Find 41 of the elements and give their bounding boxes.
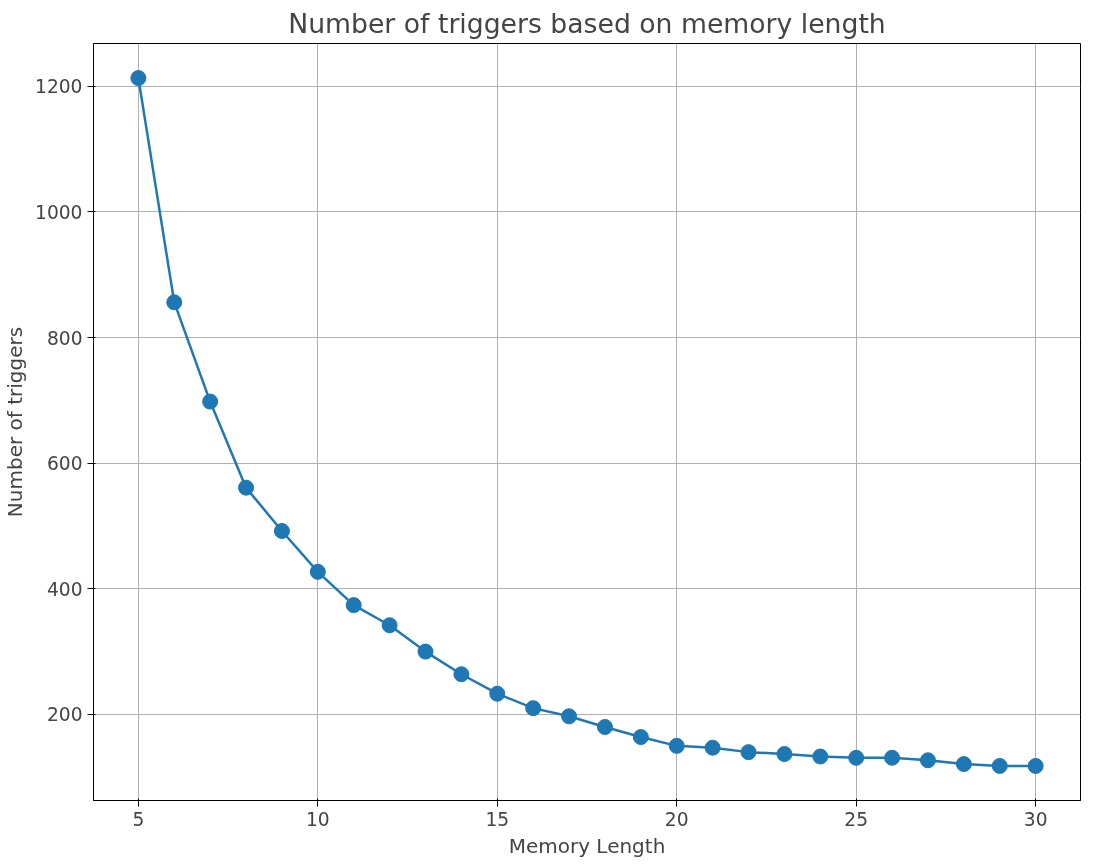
point bbox=[381, 617, 398, 634]
y-tick-label: 1000 bbox=[35, 201, 83, 223]
point bbox=[1027, 757, 1044, 774]
point bbox=[776, 746, 793, 762]
point bbox=[668, 737, 685, 754]
point bbox=[991, 757, 1008, 774]
point bbox=[561, 708, 578, 725]
point bbox=[740, 744, 757, 761]
point bbox=[884, 749, 901, 766]
point bbox=[130, 70, 147, 87]
x-tick-label: 30 bbox=[1023, 808, 1048, 830]
y-axis-title: Number of triggers bbox=[3, 326, 28, 518]
point bbox=[955, 756, 972, 773]
y-tick-label: 800 bbox=[46, 327, 83, 349]
point bbox=[417, 643, 434, 660]
point bbox=[489, 685, 506, 702]
point bbox=[453, 666, 470, 683]
point bbox=[166, 294, 183, 311]
point bbox=[596, 719, 613, 735]
y-tick-label: 600 bbox=[46, 453, 83, 475]
y-tick-label: 1200 bbox=[35, 76, 83, 98]
point bbox=[632, 729, 649, 746]
point bbox=[812, 748, 829, 765]
chart-title: Number of triggers based on memory length bbox=[288, 7, 886, 39]
point bbox=[525, 700, 542, 717]
point bbox=[919, 752, 936, 769]
point bbox=[848, 749, 865, 766]
point bbox=[273, 523, 290, 539]
point bbox=[238, 479, 255, 496]
point bbox=[345, 597, 362, 614]
point bbox=[309, 563, 326, 580]
point bbox=[202, 393, 219, 410]
x-tick-label: 5 bbox=[132, 808, 145, 830]
x-axis-title: Memory Length bbox=[508, 833, 666, 858]
x-tick-label: 20 bbox=[664, 808, 689, 830]
x-tick-label: 10 bbox=[305, 808, 330, 830]
point bbox=[704, 739, 721, 756]
x-tick-label: 15 bbox=[485, 808, 510, 830]
x-tick-label: 25 bbox=[844, 808, 869, 830]
y-tick-label: 400 bbox=[46, 578, 83, 600]
y-tick-label: 200 bbox=[46, 704, 83, 726]
